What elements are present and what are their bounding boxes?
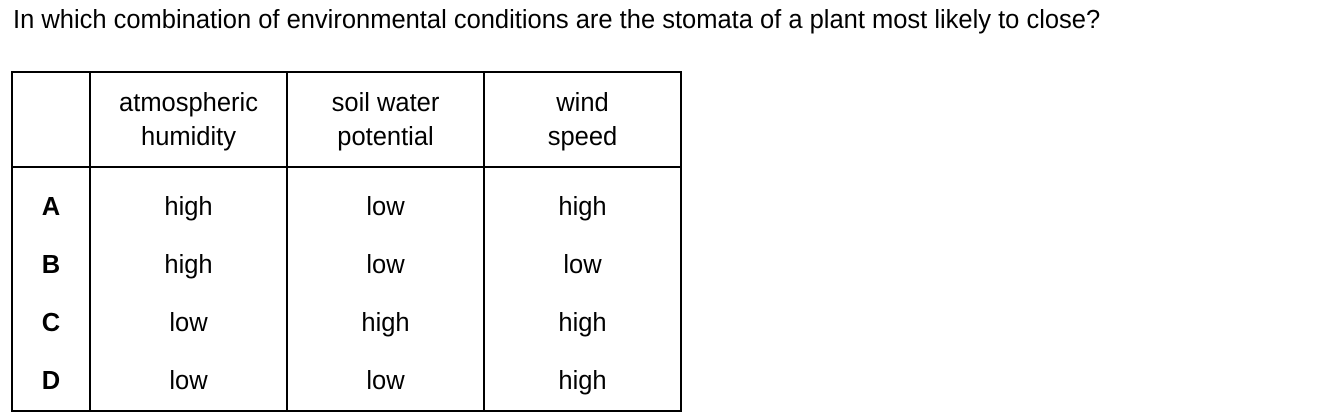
option-row-c: C low high high (11, 294, 682, 352)
header-line: wind (556, 88, 609, 117)
question-text: In which combination of environmental co… (13, 6, 1101, 34)
option-row-b: B high low low (11, 236, 682, 294)
soil-water-cell: low (286, 236, 485, 294)
wind-speed-cell: high (483, 294, 682, 352)
wind-speed-cell: high (483, 352, 682, 412)
header-line: speed (547, 122, 618, 151)
humidity-cell: high (89, 167, 288, 236)
wind-speed-cell: low (483, 236, 682, 294)
option-letter: A (11, 167, 91, 236)
option-row-a: A high low high (11, 167, 682, 236)
header-soil-water-potential: soil water potential (286, 71, 485, 168)
header-atmospheric-humidity: atmospheric humidity (89, 71, 288, 168)
header-empty-cell (11, 71, 91, 168)
humidity-cell: low (89, 352, 288, 412)
wind-speed-cell: high (483, 167, 682, 236)
humidity-cell: high (89, 236, 288, 294)
options-table: atmospheric humidity soil water potentia… (11, 71, 682, 412)
header-wind-speed: wind speed (483, 71, 682, 168)
humidity-cell: low (89, 294, 288, 352)
header-line: soil water (331, 88, 440, 117)
soil-water-cell: low (286, 352, 485, 412)
option-letter: C (11, 294, 91, 352)
soil-water-cell: high (286, 294, 485, 352)
header-line: atmospheric (119, 88, 258, 117)
soil-water-cell: low (286, 167, 485, 236)
option-letter: B (11, 236, 91, 294)
option-row-d: D low low high (11, 352, 682, 412)
option-letter: D (11, 352, 91, 412)
header-line: humidity (141, 122, 236, 151)
header-line: potential (337, 122, 434, 151)
header-row: atmospheric humidity soil water potentia… (11, 71, 682, 168)
